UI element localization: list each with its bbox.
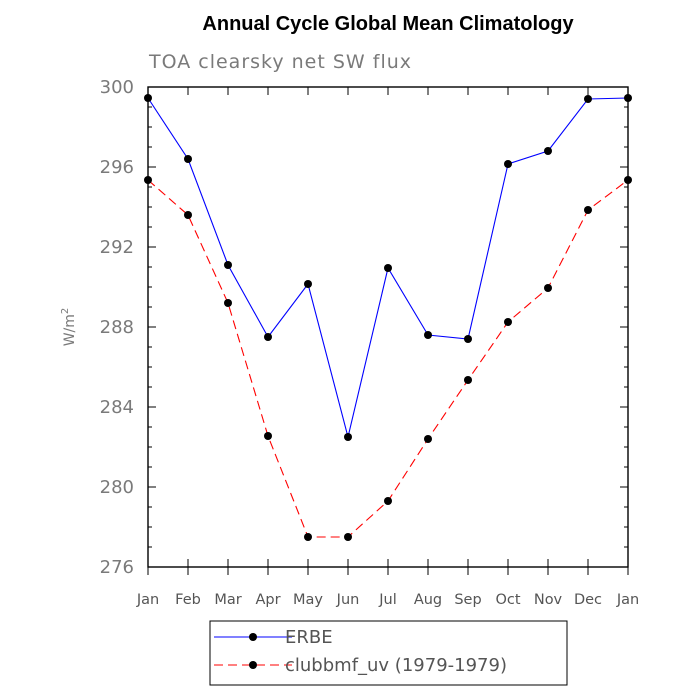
legend: ERBE clubbmf_uv (1979-1979): [209, 620, 568, 686]
x-tick-label: Jan: [136, 592, 159, 608]
data-point: [464, 335, 472, 343]
data-point: [264, 333, 272, 341]
y-tick-label: 276: [100, 557, 134, 578]
x-axis-ticks: Jan Feb Mar Apr May Jun Jul Aug Sep Oct Nov Dec Jan: [136, 87, 639, 608]
data-point: [304, 533, 312, 541]
y-tick-label: 284: [100, 397, 134, 418]
x-tick-label: Feb: [175, 592, 201, 608]
data-point: [224, 261, 232, 269]
data-point: [184, 211, 192, 219]
y-axis-ticks: 276 280 284 288 292 296 300: [100, 77, 628, 578]
y-axis-label-superscript: 2: [60, 308, 71, 314]
y-tick-label: 292: [100, 237, 134, 258]
x-tick-label: Aug: [414, 592, 442, 608]
data-point: [584, 206, 592, 214]
series-layer: [144, 94, 632, 541]
data-point: [144, 94, 152, 102]
data-point: [424, 331, 432, 339]
series-1: [144, 94, 632, 441]
y-tick-label: 280: [100, 477, 134, 498]
x-tick-label: Dec: [574, 592, 602, 608]
x-tick-label: Apr: [255, 592, 280, 608]
y-axis-label-base: W/m: [62, 314, 78, 346]
legend-marker: [249, 661, 257, 669]
data-point: [264, 432, 272, 440]
data-point: [424, 435, 432, 443]
legend-items: ERBE clubbmf_uv (1979-1979): [214, 627, 507, 676]
x-tick-label: Nov: [534, 592, 563, 608]
y-tick-label: 300: [100, 77, 134, 98]
series-line: [147, 179, 629, 538]
data-point: [224, 299, 232, 307]
x-tick-label: Mar: [214, 592, 241, 608]
x-tick-label: Jan: [616, 592, 639, 608]
x-tick-label: Sep: [454, 592, 481, 608]
data-point: [384, 264, 392, 272]
chart-title: Annual Cycle Global Mean Climatology: [202, 13, 574, 35]
data-point: [624, 94, 632, 102]
legend-marker: [249, 633, 257, 641]
y-tick-label: 288: [100, 317, 134, 338]
data-point: [504, 160, 512, 168]
data-point: [384, 497, 392, 505]
y-axis-label: W/m2: [60, 308, 78, 347]
data-point: [544, 147, 552, 155]
legend-label: clubbmf_uv (1979-1979): [285, 655, 507, 676]
data-point: [504, 318, 512, 326]
plot-frame: [147, 86, 629, 568]
data-point: [144, 176, 152, 184]
legend-label: ERBE: [285, 627, 333, 648]
series-2: [144, 176, 632, 541]
data-point: [344, 433, 352, 441]
legend-box: [209, 620, 568, 686]
x-tick-label: Oct: [495, 592, 520, 608]
y-tick-label: 296: [100, 157, 134, 178]
chart-subtitle: TOA clearsky net SW flux: [148, 51, 412, 73]
data-point: [464, 376, 472, 384]
x-tick-label: Jul: [378, 592, 397, 608]
x-tick-label: Jun: [336, 592, 360, 608]
data-point: [304, 280, 312, 288]
data-point: [344, 533, 352, 541]
data-point: [584, 95, 592, 103]
data-point: [544, 284, 552, 292]
x-tick-label: May: [293, 592, 323, 608]
data-point: [624, 176, 632, 184]
data-point: [184, 155, 192, 163]
